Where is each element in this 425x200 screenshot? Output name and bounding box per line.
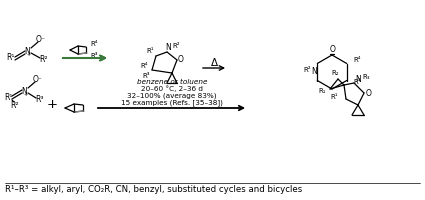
Text: O: O — [178, 55, 184, 64]
Text: R³: R³ — [142, 73, 150, 79]
Text: 20–60 °C, 2–36 d: 20–60 °C, 2–36 d — [141, 86, 203, 92]
Text: R²: R² — [10, 100, 18, 110]
Text: N: N — [165, 44, 171, 52]
Text: +: + — [46, 98, 57, 112]
Text: R⁴: R⁴ — [90, 41, 98, 47]
Text: N: N — [24, 46, 30, 55]
Text: O: O — [330, 45, 336, 53]
Text: R⁴: R⁴ — [353, 58, 360, 64]
Text: R²: R² — [303, 66, 311, 72]
Text: R³: R³ — [90, 53, 98, 59]
Text: R²: R² — [40, 54, 48, 64]
Text: +: + — [27, 52, 31, 58]
Text: R¹: R¹ — [6, 53, 14, 62]
Text: N: N — [355, 74, 361, 84]
Text: R₁: R₁ — [318, 88, 326, 94]
Text: R¹: R¹ — [146, 48, 154, 54]
Text: O⁻: O⁻ — [33, 75, 43, 84]
Text: R¹–R³ = alkyl, aryl, CO₂R, CN, benzyl, substituted cycles and bicycles: R¹–R³ = alkyl, aryl, CO₂R, CN, benzyl, s… — [5, 186, 302, 194]
Text: O: O — [366, 88, 372, 98]
Text: R³: R³ — [36, 96, 44, 104]
Text: 15 examples (Refs. [35–38]): 15 examples (Refs. [35–38]) — [121, 100, 223, 106]
Text: N: N — [21, 86, 27, 96]
Text: O⁻: O⁻ — [36, 36, 46, 45]
Text: benzene or toluene: benzene or toluene — [137, 79, 207, 85]
Text: R₂: R₂ — [331, 70, 339, 76]
Text: R¹: R¹ — [330, 94, 338, 100]
Text: +: + — [24, 92, 28, 98]
Text: Δ: Δ — [210, 58, 218, 68]
Text: N: N — [312, 68, 317, 76]
Text: R⁴: R⁴ — [140, 63, 148, 69]
Text: R₃: R₃ — [362, 74, 370, 80]
Text: R²: R² — [172, 43, 180, 49]
Text: 32–100% (average 83%): 32–100% (average 83%) — [127, 93, 217, 99]
Text: R¹: R¹ — [4, 92, 12, 102]
Text: R³: R³ — [353, 79, 360, 86]
